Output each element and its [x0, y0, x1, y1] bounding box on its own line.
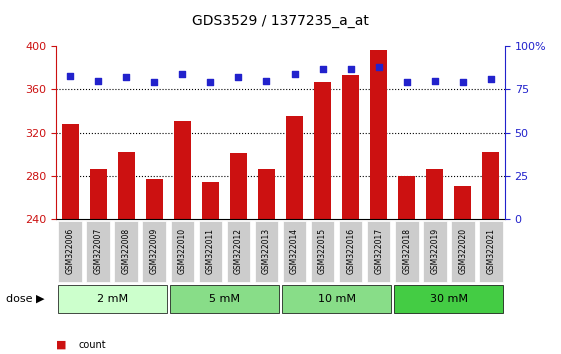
Bar — [314, 82, 331, 219]
Text: GSM322020: GSM322020 — [458, 228, 467, 274]
FancyBboxPatch shape — [169, 285, 279, 314]
FancyBboxPatch shape — [283, 221, 306, 282]
Point — [206, 80, 215, 85]
Bar — [286, 116, 303, 219]
FancyBboxPatch shape — [367, 221, 390, 282]
FancyBboxPatch shape — [227, 221, 250, 282]
Text: GSM322019: GSM322019 — [430, 228, 439, 274]
Point — [458, 80, 467, 85]
FancyBboxPatch shape — [394, 285, 504, 314]
Text: 2 mM: 2 mM — [96, 294, 128, 304]
FancyBboxPatch shape — [255, 221, 278, 282]
Text: GSM322017: GSM322017 — [374, 228, 383, 274]
Text: GSM322011: GSM322011 — [206, 228, 215, 274]
Text: GSM322016: GSM322016 — [346, 228, 355, 274]
FancyBboxPatch shape — [339, 221, 362, 282]
Bar — [426, 169, 443, 219]
Point — [94, 78, 103, 84]
Bar — [370, 50, 387, 219]
Bar — [174, 121, 191, 219]
FancyBboxPatch shape — [199, 221, 222, 282]
Point — [430, 78, 439, 84]
Point — [290, 71, 299, 76]
Text: GSM322008: GSM322008 — [122, 228, 131, 274]
Text: GSM322021: GSM322021 — [486, 228, 495, 274]
Bar — [342, 75, 359, 219]
FancyBboxPatch shape — [114, 221, 138, 282]
Bar — [146, 179, 163, 219]
Text: 5 mM: 5 mM — [209, 294, 240, 304]
Point — [402, 80, 411, 85]
Text: GSM322006: GSM322006 — [66, 228, 75, 274]
FancyBboxPatch shape — [171, 221, 194, 282]
Bar — [482, 152, 499, 219]
Point — [486, 76, 495, 82]
FancyBboxPatch shape — [142, 221, 166, 282]
Text: count: count — [79, 340, 106, 350]
Point — [234, 74, 243, 80]
FancyBboxPatch shape — [58, 221, 82, 282]
Text: GSM322013: GSM322013 — [262, 228, 271, 274]
Text: GSM322012: GSM322012 — [234, 228, 243, 274]
Point — [262, 78, 271, 84]
Bar — [62, 124, 79, 219]
Text: 30 mM: 30 mM — [430, 294, 468, 304]
Bar — [258, 169, 275, 219]
Bar — [90, 169, 107, 219]
FancyBboxPatch shape — [451, 221, 475, 282]
FancyBboxPatch shape — [86, 221, 110, 282]
FancyBboxPatch shape — [423, 221, 447, 282]
Text: 10 mM: 10 mM — [318, 294, 356, 304]
Text: ■: ■ — [56, 340, 67, 350]
Point — [318, 66, 327, 72]
Text: GDS3529 / 1377235_a_at: GDS3529 / 1377235_a_at — [192, 14, 369, 28]
Text: GSM322018: GSM322018 — [402, 228, 411, 274]
Text: GSM322007: GSM322007 — [94, 228, 103, 274]
Bar — [398, 176, 415, 219]
FancyBboxPatch shape — [311, 221, 334, 282]
Point — [178, 71, 187, 76]
Text: GSM322009: GSM322009 — [150, 228, 159, 274]
Text: GSM322010: GSM322010 — [178, 228, 187, 274]
Text: GSM322015: GSM322015 — [318, 228, 327, 274]
Text: GSM322014: GSM322014 — [290, 228, 299, 274]
FancyBboxPatch shape — [282, 285, 392, 314]
Bar — [118, 152, 135, 219]
Point — [374, 64, 383, 70]
Bar — [454, 186, 471, 219]
Point — [66, 73, 75, 78]
FancyBboxPatch shape — [395, 221, 419, 282]
Text: dose ▶: dose ▶ — [6, 294, 44, 304]
Point — [122, 74, 131, 80]
Point — [346, 66, 355, 72]
FancyBboxPatch shape — [479, 221, 503, 282]
FancyBboxPatch shape — [58, 285, 167, 314]
Bar — [230, 153, 247, 219]
Point — [150, 80, 159, 85]
Bar — [202, 182, 219, 219]
